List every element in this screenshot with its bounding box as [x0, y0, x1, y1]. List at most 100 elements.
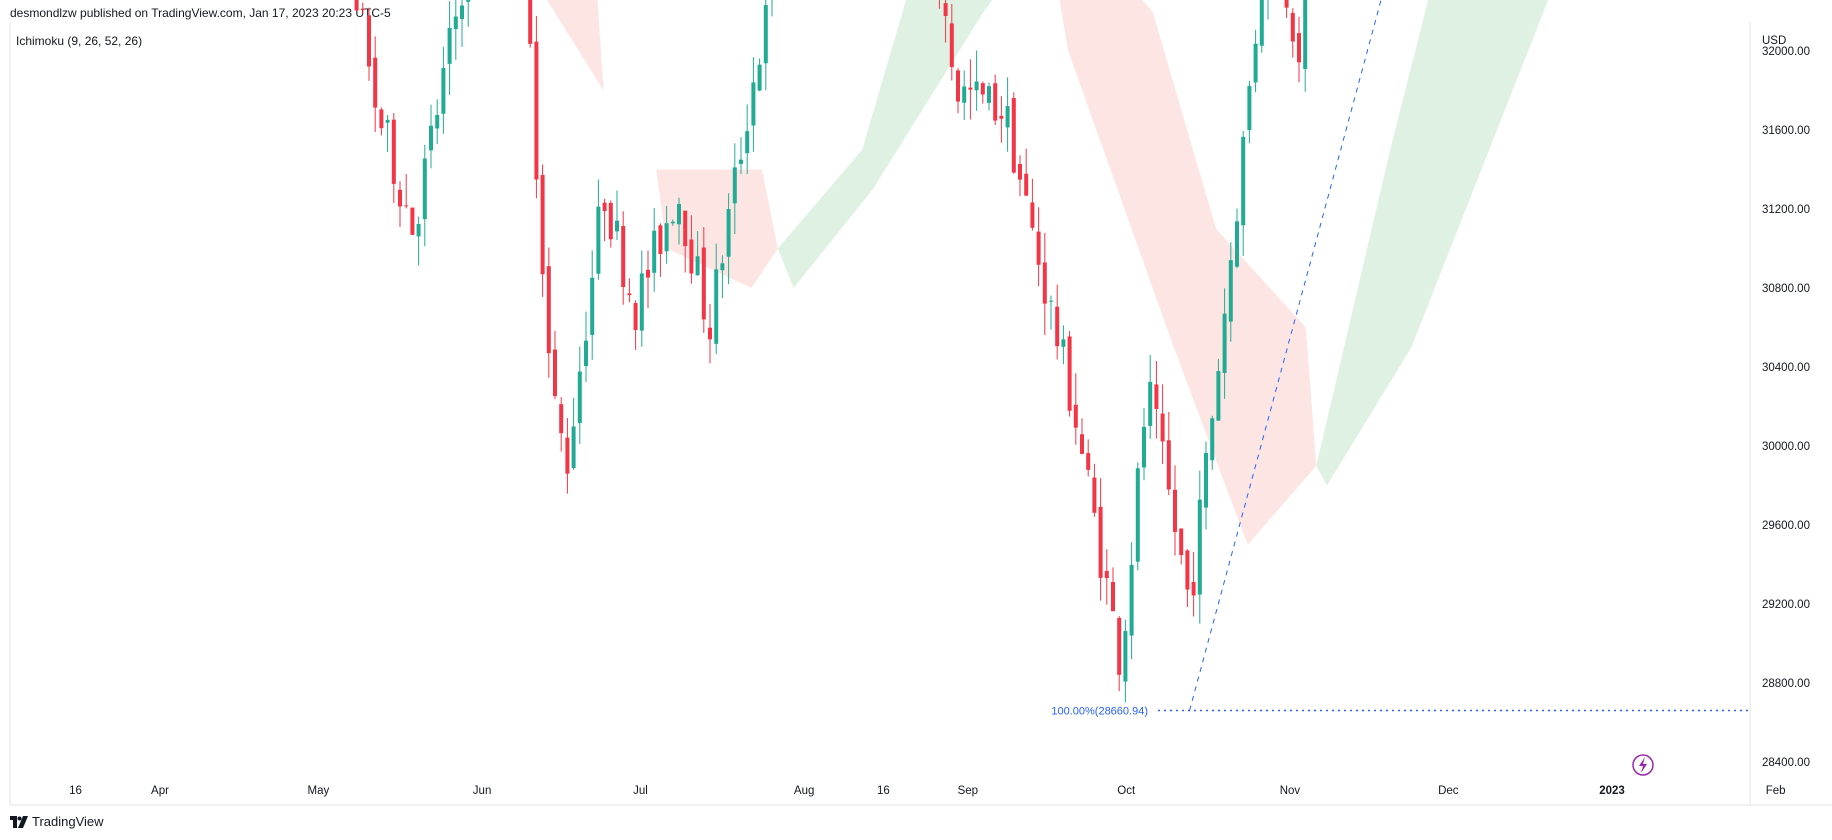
candle-up — [1123, 631, 1128, 682]
candle-down — [354, 0, 359, 11]
y-tick-label: 29600.00 — [1762, 520, 1810, 532]
cloud-bear — [547, 0, 604, 91]
candle-up — [416, 223, 421, 237]
candle-down — [1092, 477, 1097, 513]
fib-level-label: 100.00%(28660.94) — [1051, 705, 1148, 717]
candle-down — [1030, 202, 1035, 228]
candle-down — [689, 239, 694, 274]
candle-up — [1241, 136, 1246, 226]
tradingview-footer[interactable]: TradingView — [10, 814, 104, 829]
candle-up — [1303, 0, 1308, 69]
candle-down — [1290, 12, 1295, 42]
candle-up — [1204, 452, 1208, 508]
candle-up — [460, 5, 464, 20]
candle-up — [1253, 43, 1258, 83]
candle-up — [1005, 106, 1010, 128]
candle-down — [1154, 384, 1159, 409]
candle-up — [1247, 85, 1252, 131]
candle-up — [453, 16, 458, 30]
x-tick-label: Apr — [151, 785, 169, 797]
candle-up — [422, 158, 427, 220]
candle-down — [1185, 550, 1190, 590]
candle-up — [1235, 221, 1239, 267]
y-tick-label: 28800.00 — [1762, 678, 1810, 690]
candle-down — [1042, 262, 1047, 304]
candle-up — [757, 64, 762, 91]
candle-down — [565, 437, 570, 474]
candle-up — [962, 86, 967, 103]
candle-down — [956, 70, 960, 102]
candle-down — [1104, 570, 1109, 579]
candle-up — [1129, 564, 1134, 636]
tradingview-logo-icon — [10, 815, 28, 828]
candle-down — [949, 23, 954, 68]
candle-down — [1191, 581, 1196, 596]
x-tick-label: Sep — [958, 785, 978, 797]
x-tick-label: Aug — [794, 785, 814, 797]
cloud-bull — [1316, 0, 1549, 486]
fibonacci-retracement: 0.00%(34712.28)38.20%(32400.67)100.00%(2… — [1051, 0, 1750, 717]
candle-down — [1160, 413, 1165, 442]
x-tick-label: Jun — [473, 785, 492, 797]
candle-down — [1067, 336, 1072, 411]
candle-down — [1080, 434, 1084, 454]
candle-down — [683, 210, 688, 247]
candle-down — [701, 247, 706, 320]
x-tick-label: Nov — [1280, 785, 1301, 797]
candle-up — [652, 230, 657, 273]
candle-up — [429, 125, 433, 151]
cloud-bear — [656, 169, 778, 288]
candle-up — [447, 27, 452, 64]
candle-up — [1135, 468, 1140, 562]
candle-down — [379, 109, 384, 129]
candle-up — [974, 81, 979, 91]
candle-up — [739, 159, 743, 164]
candle-down — [391, 119, 396, 184]
x-tick-label: Oct — [1117, 785, 1136, 797]
candle-down — [621, 226, 626, 288]
candle-up — [732, 167, 737, 204]
candle-down — [360, 8, 365, 11]
candle-up — [1142, 426, 1146, 468]
candle-down — [1173, 489, 1177, 532]
candle-down — [373, 57, 378, 108]
candle-up — [1222, 313, 1227, 373]
y-tick-label: 29200.00 — [1762, 599, 1810, 611]
candle-up — [720, 263, 725, 271]
candle-down — [1111, 582, 1115, 612]
candle-up — [1259, 0, 1264, 46]
candle-up — [677, 204, 681, 225]
candle-up — [751, 82, 756, 126]
candle-down — [1024, 173, 1029, 196]
footer-brand: TradingView — [32, 814, 104, 829]
candle-down — [1055, 306, 1060, 347]
indicator-label[interactable]: Ichimoku (9, 26, 52, 26) — [16, 34, 143, 48]
candle-up — [763, 5, 768, 64]
y-tick-label: 28400.00 — [1762, 757, 1810, 769]
candle-down — [658, 225, 663, 254]
candle-up — [1061, 339, 1066, 347]
candle-up — [1228, 260, 1233, 322]
x-tick-label: May — [308, 785, 330, 797]
candle-up — [1049, 300, 1053, 302]
x-tick-label: Jul — [633, 785, 648, 797]
candle-down — [367, 15, 371, 67]
candle-down — [633, 303, 638, 331]
candle-down — [646, 269, 650, 278]
candle-up — [664, 223, 669, 252]
candle-up — [1148, 381, 1153, 426]
candle-up — [726, 209, 731, 257]
candle-down — [1098, 506, 1103, 578]
candle-up — [1197, 499, 1202, 595]
candle-up — [385, 119, 390, 123]
ichimoku-cloud — [547, 0, 1549, 545]
lightning-icon[interactable] — [1632, 754, 1654, 776]
candle-up — [466, 0, 471, 2]
x-tick-label: 16 — [69, 785, 82, 797]
candle-down — [1166, 440, 1171, 490]
candle-up — [615, 220, 619, 232]
x-tick-label: Feb — [1766, 785, 1786, 797]
candle-down — [1179, 528, 1184, 556]
candle-down — [627, 293, 632, 296]
